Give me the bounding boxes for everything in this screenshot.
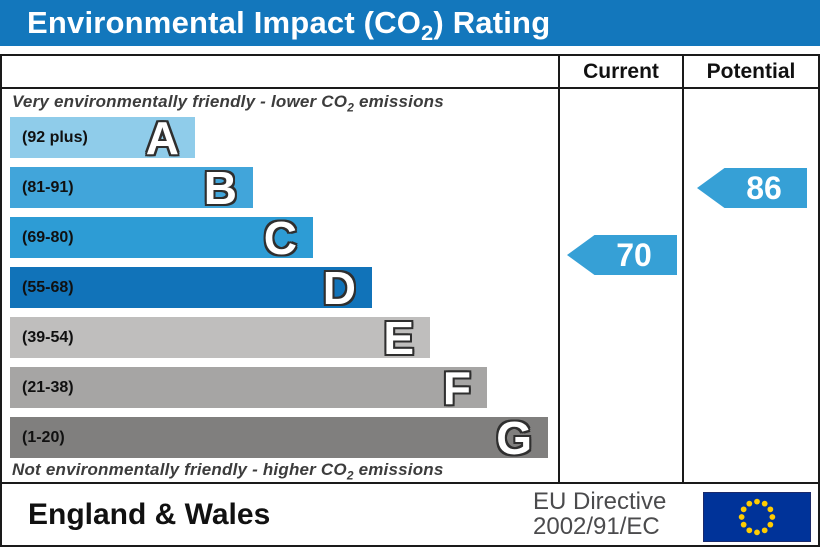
band-b-letter: B [203, 161, 237, 214]
current-rating-value: 70 [616, 236, 652, 273]
eu-directive-label: EU Directive 2002/91/EC [533, 489, 666, 539]
eu-directive-line2: 2002/91/EC [533, 513, 660, 540]
rating-table: Current Potential Very environmentally f… [0, 54, 820, 547]
potential-rating-arrow: 86 [697, 168, 807, 208]
band-d-letter: D [322, 261, 356, 314]
annotation-bottom-post: emissions [353, 460, 444, 479]
band-b: (81-91) B [10, 161, 253, 214]
region-label: England & Wales [28, 497, 271, 531]
annotation-top-pre: Very environmentally friendly - lower CO [12, 92, 348, 111]
band-f-range: (21-38) [22, 378, 74, 396]
chart-title: Environmental Impact (CO2) Rating [0, 5, 551, 44]
annotation-top-post: emissions [354, 92, 444, 111]
current-column-divider [558, 56, 560, 484]
annotation-top: Very environmentally friendly - lower CO… [12, 92, 444, 115]
band-f: (21-38) F [10, 361, 487, 414]
eu-flag-icon [703, 492, 811, 542]
band-e: (39-54) E [10, 311, 430, 364]
chart-title-bar: Environmental Impact (CO2) Rating [0, 0, 820, 46]
band-e-range: (39-54) [22, 328, 74, 346]
header-potential: Potential [706, 59, 796, 83]
annotation-bottom: Not environmentally friendly - higher CO… [12, 460, 444, 483]
footer-divider-line [2, 482, 818, 484]
band-d-range: (55-68) [22, 278, 74, 296]
annotation-bottom-pre: Not environmentally friendly - higher CO [12, 460, 347, 479]
footer: England & Wales EU Directive 2002/91/EC [2, 484, 818, 545]
band-c: (69-80) C [10, 211, 313, 264]
band-e-letter: E [383, 311, 414, 364]
band-b-range: (81-91) [22, 178, 74, 196]
current-rating-arrow: 70 [567, 235, 677, 275]
band-f-letter: F [442, 361, 471, 414]
band-a: (92 plus) A [10, 111, 195, 164]
annotation-top-sub: 2 [347, 100, 355, 115]
band-c-letter: C [263, 211, 297, 264]
potential-rating-value: 86 [746, 169, 782, 206]
band-a-range: (92 plus) [22, 128, 88, 146]
annotation-bottom-sub: 2 [346, 468, 354, 483]
band-g-letter: G [496, 411, 532, 464]
eu-directive-line1: EU Directive [533, 488, 667, 515]
band-g: (1-20) G [10, 411, 548, 464]
chart-title-sub: 2 [421, 20, 434, 46]
band-d: (55-68) D [10, 261, 372, 314]
header-divider-line [2, 87, 818, 89]
rating-bands: (92 plus) A (81-91) B (69-80) C (55-68) … [10, 111, 548, 467]
chart-title-pre: Environmental Impact (CO [27, 5, 422, 40]
chart-title-post: ) Rating [433, 5, 551, 40]
band-a-letter: A [145, 111, 179, 164]
band-g-range: (1-20) [22, 428, 65, 446]
potential-column-divider [682, 56, 684, 484]
band-c-range: (69-80) [22, 228, 74, 246]
rating-scale-body: Very environmentally friendly - lower CO… [2, 89, 818, 482]
header-current: Current [583, 59, 659, 83]
